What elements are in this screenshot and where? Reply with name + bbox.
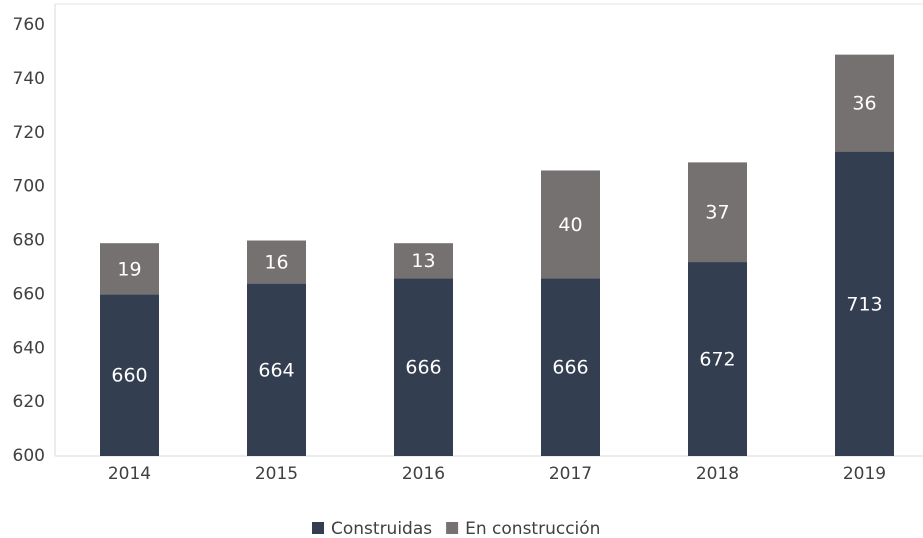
value-label: 40 [558, 214, 582, 236]
x-tick-label: 2018 [696, 464, 739, 484]
x-tick-label: 2019 [843, 464, 886, 484]
legend-label: Construidas [331, 519, 432, 538]
y-tick-label: 660 [13, 284, 45, 304]
value-label: 713 [846, 293, 882, 315]
bar-segment [835, 54, 894, 152]
legend-swatch [446, 522, 459, 534]
y-tick-label: 700 [13, 177, 45, 197]
legend-swatch [312, 522, 324, 534]
value-label: 16 [264, 252, 288, 274]
bar-segment [100, 243, 159, 295]
y-tick-label: 680 [13, 231, 45, 251]
bar-segment [394, 278, 453, 456]
value-label: 19 [117, 258, 141, 280]
y-tick-label: 760 [13, 15, 45, 35]
bar-segment [100, 294, 159, 456]
bar-segment [394, 243, 453, 279]
value-label: 672 [699, 349, 735, 371]
value-label: 13 [411, 250, 435, 272]
legend-label: En construcción [465, 519, 600, 538]
x-tick-label: 2015 [255, 464, 298, 484]
value-label: 664 [258, 359, 294, 381]
y-tick-label: 720 [13, 123, 45, 143]
y-tick-label: 740 [13, 69, 45, 89]
bar-segment [688, 162, 747, 263]
bar-segment [835, 151, 894, 456]
x-tick-label: 2014 [108, 464, 151, 484]
bar-segment [247, 283, 306, 456]
value-label: 37 [705, 202, 729, 224]
bar-segment [541, 170, 600, 279]
x-tick-label: 2017 [549, 464, 592, 484]
value-label: 666 [405, 357, 441, 379]
value-label: 660 [111, 365, 147, 387]
y-tick-label: 640 [13, 338, 45, 358]
bar-segment [247, 240, 306, 284]
y-tick-label: 600 [13, 446, 45, 466]
bar-segment [688, 262, 747, 456]
bar-segment [541, 278, 600, 456]
x-tick-label: 2016 [402, 464, 445, 484]
y-tick-label: 620 [13, 392, 45, 412]
value-label: 36 [852, 93, 876, 115]
value-label: 666 [552, 357, 588, 379]
